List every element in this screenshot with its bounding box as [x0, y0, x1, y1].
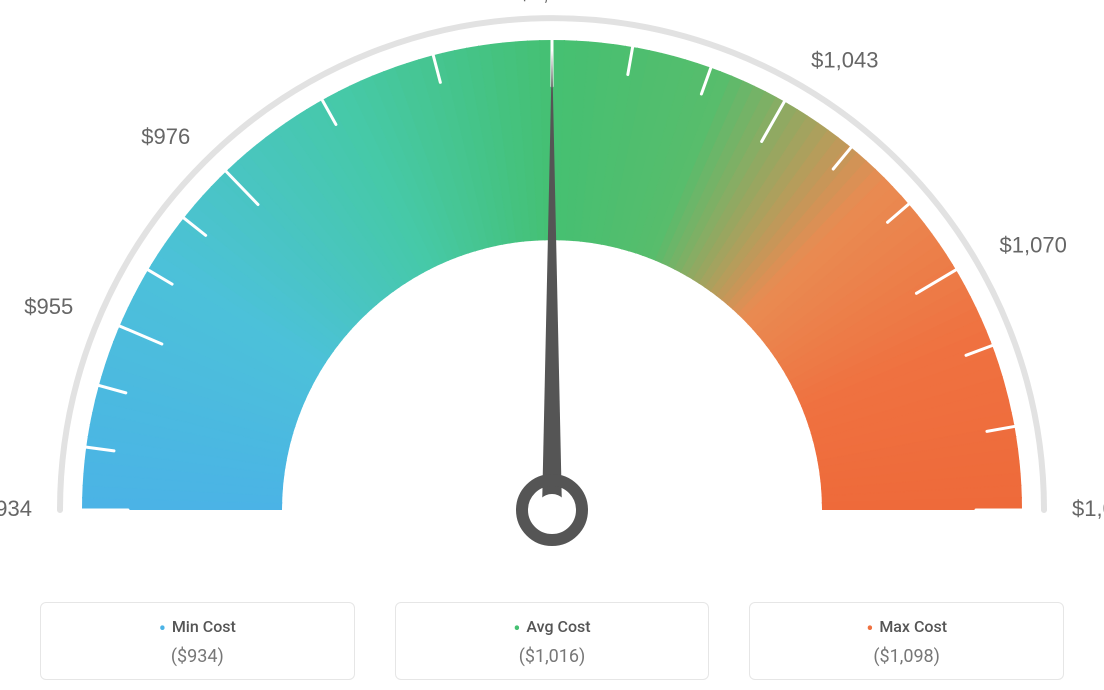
svg-text:$934: $934 — [0, 496, 32, 521]
legend-card-max: •Max Cost ($1,098) — [749, 602, 1064, 680]
dot-icon: • — [159, 616, 166, 640]
legend-card-min: •Min Cost ($934) — [40, 602, 355, 680]
svg-text:$976: $976 — [141, 124, 190, 149]
svg-text:$1,098: $1,098 — [1072, 496, 1104, 521]
gauge-area: $934 $955 $976 $1,016 $1,043 $1,070 $1,098 — [0, 0, 1104, 570]
svg-text:$955: $955 — [24, 294, 73, 319]
legend-label-max: •Max Cost — [750, 617, 1063, 636]
dot-icon: • — [513, 616, 520, 640]
legend-label-min-text: Min Cost — [172, 617, 236, 636]
svg-text:$1,070: $1,070 — [1000, 232, 1067, 257]
svg-text:$1,016: $1,016 — [518, 0, 585, 5]
legend-label-avg-text: Avg Cost — [526, 617, 590, 636]
legend-value-max: ($1,098) — [750, 646, 1063, 667]
legend-label-avg: •Avg Cost — [396, 617, 709, 636]
legend-card-avg: •Avg Cost ($1,016) — [395, 602, 710, 680]
legend-label-max-text: Max Cost — [879, 617, 947, 636]
legend-label-min: •Min Cost — [41, 617, 354, 636]
legend-value-avg: ($1,016) — [396, 646, 709, 667]
legend-row: •Min Cost ($934) •Avg Cost ($1,016) •Max… — [0, 602, 1104, 680]
gauge-chart: $934 $955 $976 $1,016 $1,043 $1,070 $1,098 — [0, 0, 1104, 570]
dot-icon: • — [866, 616, 873, 640]
cost-gauge-widget: $934$955$976$1,016$1,043$1,070$1,098 •Mi… — [0, 0, 1104, 690]
legend-value-min: ($934) — [41, 646, 354, 667]
svg-text:$1,043: $1,043 — [811, 47, 878, 72]
